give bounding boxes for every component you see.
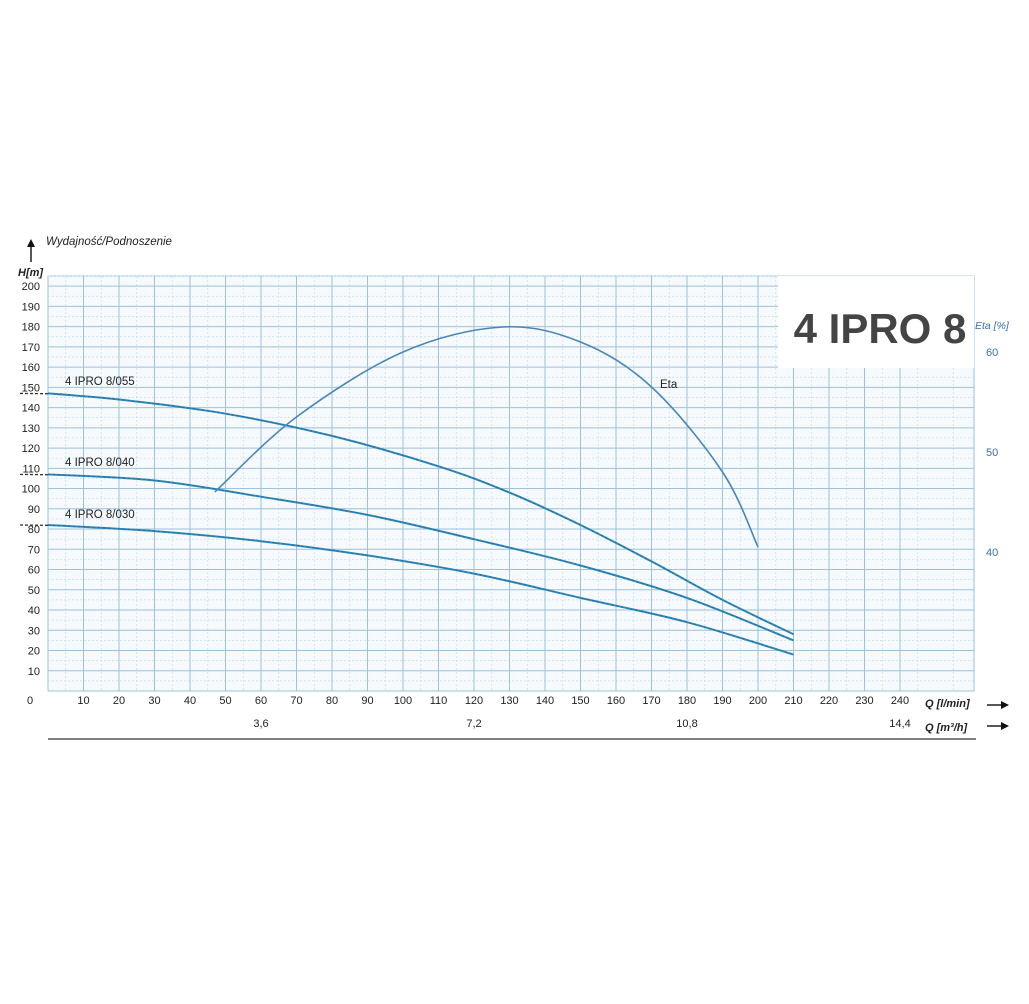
x-tick-label: 110 (430, 695, 448, 707)
x-tick-label: 70 (290, 695, 302, 707)
x-tick-label: 170 (642, 695, 660, 707)
series-label-4-ipro-8-030: 4 IPRO 8/030 (65, 509, 135, 521)
x-tick-label: 40 (184, 695, 196, 707)
x-tick-label: 20 (113, 695, 125, 707)
y-tick-label: 120 (22, 443, 40, 455)
x-tick-label: 60 (255, 695, 267, 707)
x-tick-label: 180 (678, 695, 696, 707)
q-m3h-arrow-icon (987, 722, 1009, 730)
chart-title: 4 IPRO 8 (794, 305, 967, 352)
x-tick-label: 100 (394, 695, 412, 707)
x-tick-label: 80 (326, 695, 338, 707)
y-tick-label: 20 (28, 646, 40, 658)
y-tick-label: 90 (28, 504, 40, 516)
series-line-eta (214, 325, 759, 548)
y-tick-label: 70 (28, 544, 40, 556)
origin-label: 0 (27, 695, 33, 707)
x-tick-label: 90 (361, 695, 373, 707)
y2-tick-label: 40 (986, 547, 998, 559)
x-tick-label: 120 (465, 695, 483, 707)
title-box (778, 276, 974, 368)
y-tick-label: 110 (22, 463, 40, 475)
q-lmin-arrow-icon (987, 701, 1009, 709)
x-tick-label: 230 (855, 695, 873, 707)
y-tick-label: 60 (28, 565, 40, 577)
y-tick-label: 130 (22, 423, 40, 435)
x-axis-label: Q [l/min] (925, 698, 970, 710)
x2-tick-label: 14,4 (889, 718, 910, 730)
series-label-4-ipro-8-055: 4 IPRO 8/055 (65, 376, 135, 388)
series-dash-4-ipro-8-040 (47, 474, 794, 641)
x-tick-label: 50 (219, 695, 231, 707)
y-tick-label: 50 (28, 585, 40, 597)
series-line-4-ipro-8-055 (47, 392, 794, 636)
y-tick-label: 200 (22, 281, 40, 293)
x-tick-label: 240 (891, 695, 909, 707)
y2-tick-label: 60 (986, 347, 998, 359)
y-tick-label: 30 (28, 625, 40, 637)
x2-tick-label: 7,2 (466, 718, 481, 730)
x-tick-label: 160 (607, 695, 625, 707)
x-tick-label: 220 (820, 695, 838, 707)
x-tick-label: 190 (713, 695, 731, 707)
x-tick-label: 130 (500, 695, 518, 707)
x-tick-label: 10 (77, 695, 89, 707)
x2-axis-label: Q [m³/h] (925, 722, 967, 734)
y-tick-label: 190 (22, 301, 40, 313)
x2-tick-label: 3,6 (253, 718, 268, 730)
y-tick-label: 170 (22, 342, 40, 354)
chart-subtitle: Wydajność/Podnoszenie (46, 236, 172, 248)
y-tick-label: 150 (22, 382, 40, 394)
x-tick-label: 210 (784, 695, 802, 707)
y2-axis-label: Eta [%] (975, 320, 1010, 332)
x-tick-label: 150 (571, 695, 589, 707)
x-tick-label: 140 (536, 695, 554, 707)
x2-tick-label: 10,8 (676, 718, 697, 730)
y-tick-label: 100 (22, 484, 40, 496)
x-tick-label: 200 (749, 695, 767, 707)
y2-tick-label: 50 (986, 447, 998, 459)
series-dash-4-ipro-8-030 (47, 524, 794, 655)
y-tick-label: 160 (22, 362, 40, 374)
series-layer: 4 IPRO 8/055 4 IPRO 8/040 4 IPRO 8/030 Eta (19, 325, 794, 656)
y-tick-label: 180 (22, 322, 40, 334)
y-tick-label: 80 (28, 524, 40, 536)
series-label-4-ipro-8-040: 4 IPRO 8/040 (65, 457, 135, 469)
x-tick-label: 30 (148, 695, 160, 707)
y-tick-label: 140 (22, 403, 40, 415)
axes-layer: 1020304050607080901001101201301401501601… (22, 281, 998, 740)
y-tick-label: 10 (28, 666, 40, 678)
series-label-eta: Eta (660, 379, 678, 391)
y-axis-label: H[m] (18, 267, 43, 279)
h-axis-arrow-icon (27, 239, 35, 262)
y-tick-label: 40 (28, 605, 40, 617)
